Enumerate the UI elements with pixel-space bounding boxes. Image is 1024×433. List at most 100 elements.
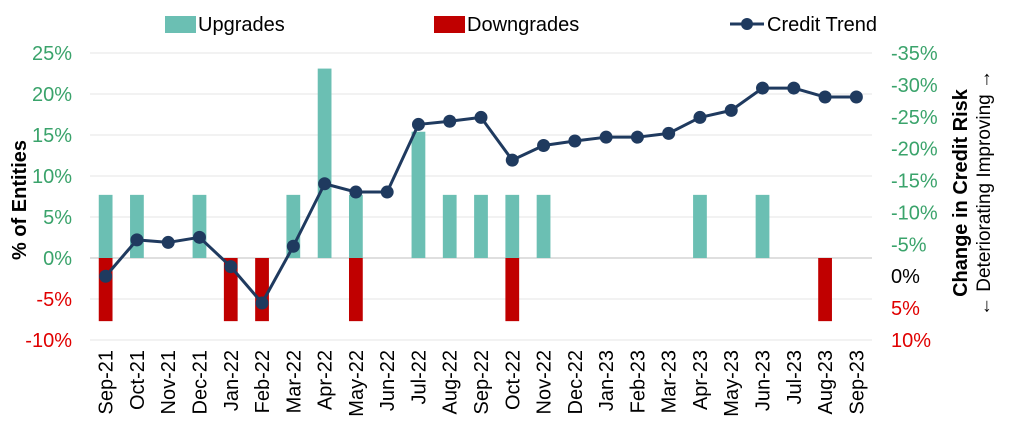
left-tick-label: -5% <box>36 289 72 311</box>
credit-trend-point-dec-22 <box>568 134 582 148</box>
credit-trend-point-jun-22 <box>380 185 394 199</box>
credit-trend-point-nov-22 <box>537 138 551 152</box>
credit-trend-point-jun-23 <box>756 81 770 95</box>
credit-trend-series <box>99 81 863 310</box>
right-tick-label: 10% <box>891 330 931 352</box>
right-tick-label: -25% <box>891 107 938 129</box>
downgrade-bar-jan-22 <box>223 258 238 322</box>
left-tick-label: 20% <box>32 84 72 106</box>
left-tick-label: 5% <box>43 207 72 229</box>
upgrade-bar-nov-22 <box>536 194 551 258</box>
credit-trend-point-feb-23 <box>630 130 644 144</box>
credit-trend-point-sep-22 <box>474 110 488 124</box>
legend-swatch-upgrades <box>165 16 196 33</box>
credit-trend-point-mar-22 <box>286 239 300 253</box>
legend-swatch-downgrades <box>434 16 465 33</box>
right-tick-label: -5% <box>891 234 927 256</box>
credit-trend-point-aug-23 <box>818 90 832 104</box>
credit-trend-point-apr-23 <box>693 110 707 124</box>
right-tick-label: -35% <box>891 43 938 65</box>
credit-trend-point-may-22 <box>349 185 363 199</box>
x-tick-label: Apr-22 <box>315 350 337 410</box>
downgrade-bar-may-22 <box>348 258 363 322</box>
x-tick-label: Dec-21 <box>189 350 211 414</box>
x-tick-label: Sep-21 <box>96 350 118 415</box>
upgrade-bar-jul-22 <box>411 131 426 258</box>
credit-trend-point-jan-22 <box>224 260 238 274</box>
left-tick-label: 15% <box>32 125 72 147</box>
credit-trend-point-jul-22 <box>411 117 425 131</box>
credit-trend-point-oct-22 <box>505 153 519 167</box>
x-axis-ticks: Sep-21 Oct-21 Nov-21 Dec-21 Jan-22 Feb-22 Mar-… <box>96 350 869 417</box>
right-axis-subtitle: ← Deteriorating Improving → <box>974 70 995 316</box>
left-tick-label: 10% <box>32 166 72 188</box>
legend-label-upgrades: Upgrades <box>198 14 285 36</box>
x-tick-label: Nov-21 <box>158 350 180 414</box>
x-tick-label: Apr-23 <box>690 350 712 410</box>
legend-label-downgrades: Downgrades <box>467 14 579 36</box>
x-tick-label: Jul-23 <box>784 350 806 404</box>
upgrade-bar-oct-21 <box>130 194 144 258</box>
x-tick-label: May-22 <box>346 350 368 417</box>
x-tick-label: Dec-22 <box>565 350 587 414</box>
right-tick-label: -10% <box>891 202 938 224</box>
credit-trend-point-feb-22 <box>255 296 269 310</box>
legend: Upgrades Downgrades Credit Trend <box>165 14 877 36</box>
x-tick-label: Sep-22 <box>471 350 493 415</box>
credit-trend-point-oct-21 <box>130 233 144 247</box>
downgrade-bar-aug-23 <box>818 258 832 322</box>
downgrade-bar-sep-21 <box>98 258 113 322</box>
left-axis-ticks: -10% -5% 0% 5% 10% 15% 20% 25% <box>25 43 72 352</box>
right-tick-label: 0% <box>891 266 920 288</box>
upgrade-bar-oct-22 <box>505 194 520 258</box>
downgrade-bar-oct-22 <box>505 258 520 322</box>
x-tick-label: Oct-22 <box>502 350 524 410</box>
credit-trend-point-mar-23 <box>662 126 676 140</box>
upgrade-bar-jun-23 <box>755 194 770 258</box>
credit-trend-point-jul-23 <box>787 81 801 95</box>
right-tick-label: -15% <box>891 171 938 193</box>
upgrade-bar-apr-23 <box>693 194 707 258</box>
x-tick-label: Feb-23 <box>627 350 649 413</box>
credit-trend-point-aug-22 <box>443 114 457 128</box>
credit-trend-point-jan-23 <box>599 130 613 144</box>
upgrade-bar-sep-22 <box>474 194 488 258</box>
upgrade-bar-dec-21 <box>192 194 207 258</box>
left-tick-label: -10% <box>25 330 72 352</box>
x-tick-label: Nov-22 <box>534 350 556 414</box>
x-tick-label: Mar-22 <box>283 350 305 413</box>
downgrade-bar-feb-22 <box>255 258 269 322</box>
x-tick-label: Oct-21 <box>127 350 149 410</box>
credit-trend-point-dec-21 <box>192 230 206 244</box>
x-tick-label: Feb-22 <box>252 350 274 413</box>
right-axis-title: Change in Credit Risk <box>950 88 972 297</box>
right-tick-label: 5% <box>891 298 920 320</box>
credit-trend-point-sep-21 <box>99 269 113 283</box>
x-tick-label: Aug-22 <box>440 350 462 415</box>
upgrade-bar-sep-21 <box>98 194 113 258</box>
legend-label-credit-trend: Credit Trend <box>767 14 877 36</box>
legend-marker-credit-trend <box>741 18 753 30</box>
credit-trend-point-apr-22 <box>318 177 332 191</box>
x-tick-label: May-23 <box>721 350 743 417</box>
upgrade-bar-may-22 <box>348 194 363 258</box>
credit-trend-point-sep-23 <box>849 90 863 104</box>
x-tick-label: Jan-23 <box>596 350 618 411</box>
x-tick-label: Mar-23 <box>659 350 681 413</box>
right-tick-label: -20% <box>891 139 938 161</box>
left-tick-label: 25% <box>32 43 72 65</box>
left-tick-label: 0% <box>43 248 72 270</box>
left-axis-title: % of Entities <box>9 140 31 260</box>
x-tick-label: Aug-23 <box>815 350 837 415</box>
right-tick-label: -30% <box>891 75 938 97</box>
credit-trend-point-may-23 <box>724 103 738 117</box>
upgrade-bar-apr-22 <box>317 68 332 258</box>
credit-trend-point-nov-21 <box>161 235 175 249</box>
bars <box>98 68 832 322</box>
upgrade-bar-aug-22 <box>442 194 457 258</box>
x-tick-label: Jun-23 <box>753 350 775 411</box>
x-tick-label: Jan-22 <box>221 350 243 411</box>
x-tick-label: Jun-22 <box>377 350 399 411</box>
x-tick-label: Jul-22 <box>408 350 430 404</box>
